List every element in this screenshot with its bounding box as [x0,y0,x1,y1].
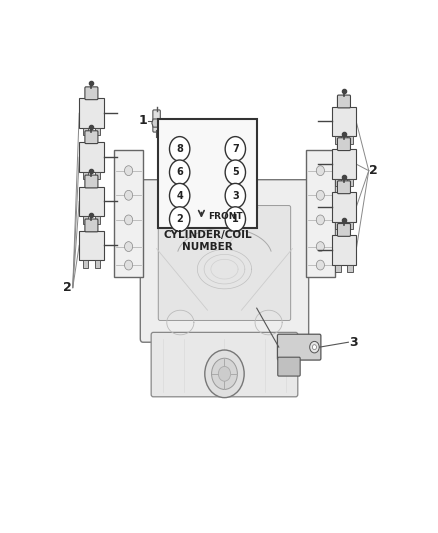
FancyBboxPatch shape [332,192,356,222]
FancyBboxPatch shape [153,110,160,132]
FancyBboxPatch shape [337,181,350,193]
Text: 7: 7 [232,144,239,154]
Bar [95,128,100,135]
Bar [335,265,341,272]
Bar [95,260,100,268]
FancyBboxPatch shape [306,150,335,277]
Circle shape [225,136,246,161]
Circle shape [124,166,133,175]
FancyBboxPatch shape [79,142,104,172]
Text: 1: 1 [139,114,147,127]
FancyBboxPatch shape [85,219,98,232]
Circle shape [310,342,319,353]
Bar [83,128,88,135]
Circle shape [124,190,133,200]
FancyBboxPatch shape [85,131,98,143]
Text: 6: 6 [176,167,183,177]
Bar [83,172,88,179]
FancyBboxPatch shape [151,333,298,397]
Circle shape [316,166,325,175]
Text: 4: 4 [176,191,183,201]
Circle shape [170,136,190,161]
Circle shape [225,183,246,208]
FancyBboxPatch shape [337,223,350,236]
Circle shape [170,160,190,184]
Circle shape [205,350,244,398]
Circle shape [124,260,133,270]
Bar [335,222,341,229]
Text: 3: 3 [349,336,358,349]
FancyBboxPatch shape [332,107,356,136]
FancyBboxPatch shape [79,231,104,260]
Text: 2: 2 [370,164,378,177]
Circle shape [312,345,317,350]
FancyBboxPatch shape [79,187,104,216]
Polygon shape [152,119,161,127]
Circle shape [225,207,246,231]
Circle shape [124,241,133,252]
Bar [83,260,88,268]
Circle shape [219,366,230,381]
Bar [347,179,353,186]
FancyBboxPatch shape [277,334,321,360]
Text: 2: 2 [63,281,72,294]
Circle shape [212,358,237,390]
FancyBboxPatch shape [278,357,300,376]
FancyBboxPatch shape [337,138,350,150]
Bar [95,172,100,179]
FancyBboxPatch shape [332,235,356,265]
Text: 5: 5 [232,167,239,177]
Text: 3: 3 [232,191,239,201]
FancyBboxPatch shape [332,149,356,179]
Bar [335,179,341,186]
Circle shape [170,183,190,208]
Bar [347,222,353,229]
Text: CYLINDER/COIL
NUMBER: CYLINDER/COIL NUMBER [163,230,252,252]
Text: 2: 2 [176,214,183,224]
FancyBboxPatch shape [158,119,257,228]
FancyBboxPatch shape [79,99,104,128]
Circle shape [316,215,325,225]
FancyBboxPatch shape [140,180,309,342]
Bar [347,136,353,143]
Text: FRONT: FRONT [208,212,243,221]
Bar [335,136,341,143]
FancyBboxPatch shape [114,150,143,277]
FancyBboxPatch shape [85,175,98,188]
Circle shape [225,160,246,184]
Bar [83,216,88,224]
Text: 8: 8 [176,144,183,154]
Circle shape [316,190,325,200]
Circle shape [316,260,325,270]
Circle shape [316,241,325,252]
Bar [95,216,100,224]
Circle shape [124,215,133,225]
Bar [347,265,353,272]
FancyBboxPatch shape [337,95,350,108]
FancyBboxPatch shape [158,206,291,320]
Text: 1: 1 [232,214,239,224]
Circle shape [170,207,190,231]
FancyBboxPatch shape [85,87,98,100]
